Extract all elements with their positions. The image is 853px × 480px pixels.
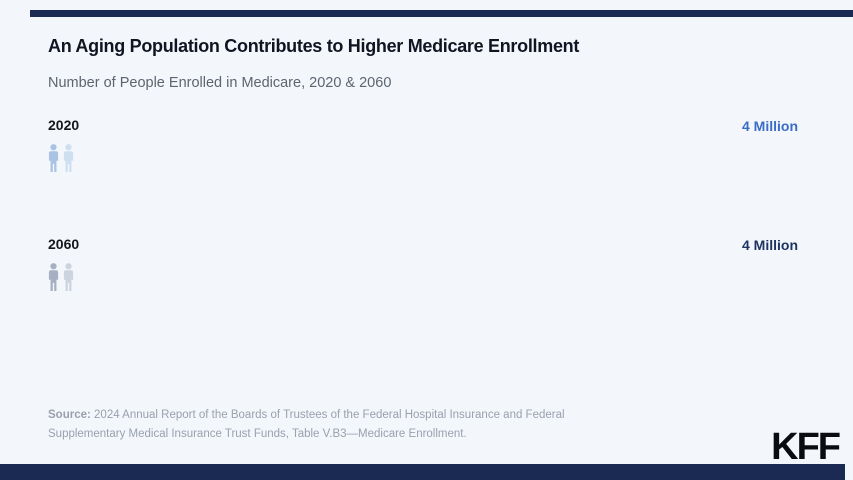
value-label-2020: 4 Million [742,118,798,134]
source-note: Source: 2024 Annual Report of the Boards… [48,406,608,444]
source-label: Source: [48,409,91,421]
pictogram-icons-2020 [48,144,74,172]
person-icon [48,263,59,291]
chart-subtitle: Number of People Enrolled in Medicare, 2… [48,75,392,91]
bottom-accent-bar [0,464,845,480]
person-icon [63,144,74,172]
pictogram-icons-2060 [48,263,74,291]
person-icon [63,263,74,291]
year-label-2020: 2020 [48,117,80,133]
top-accent-bar [30,10,853,17]
kff-logo: KFF [771,426,841,468]
person-icon [48,144,59,172]
source-text: 2024 Annual Report of the Boards of Trus… [48,409,565,440]
value-label-2060: 4 Million [742,237,798,253]
year-label-2060: 2060 [48,236,80,252]
chart-title: An Aging Population Contributes to Highe… [48,36,580,56]
